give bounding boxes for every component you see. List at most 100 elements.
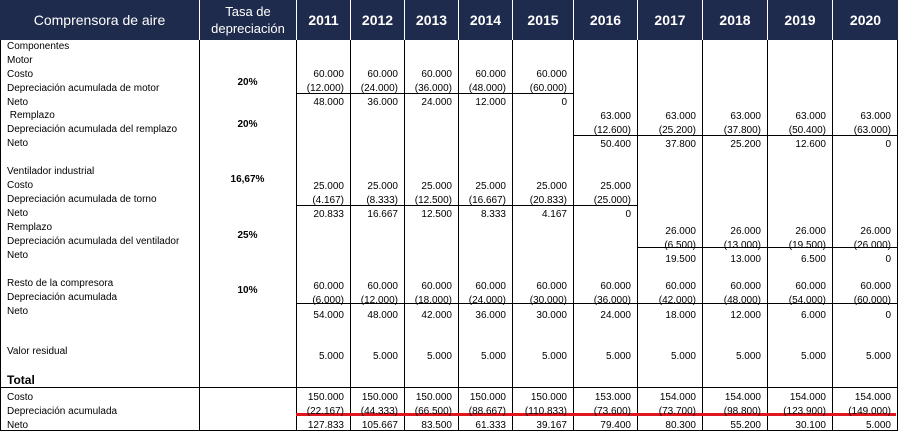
- table-cell: 55.200: [730, 420, 761, 431]
- table-cell: 30.100: [795, 420, 826, 431]
- table-cell: 60.000: [536, 69, 567, 80]
- table-cell: 63.000: [600, 111, 631, 122]
- table-cell: 60.000: [313, 69, 344, 80]
- row-label: Neto: [7, 138, 29, 149]
- table-cell: 83.500: [421, 420, 452, 431]
- table-cell: 80.300: [665, 420, 696, 431]
- header-year: 2011: [297, 0, 351, 40]
- header-year: 2019: [768, 0, 833, 40]
- header-year: 2020: [849, 11, 882, 28]
- row-label: Depreciación acumulada de motor: [7, 83, 160, 94]
- table-cell: 60.000: [421, 281, 452, 292]
- table-cell: 36.000: [475, 310, 506, 321]
- header-year: 2016: [574, 0, 638, 40]
- row-label: Remplazo: [7, 222, 53, 233]
- table-cell: 5.000: [372, 351, 398, 362]
- table-cell: 5.000: [480, 351, 506, 362]
- header-year: 2017: [638, 0, 703, 40]
- row-label: Valor residual: [7, 346, 68, 357]
- table-cell: 154.000: [724, 392, 761, 403]
- table-cell: 63.000: [730, 111, 761, 122]
- table-cell: 26.000: [860, 226, 891, 237]
- table-cell: 5.000: [670, 351, 696, 362]
- table-cell: (73.600): [593, 406, 631, 417]
- table-cell: 60.000: [475, 281, 506, 292]
- table-cell: (16.667): [468, 195, 506, 206]
- table-cell: 26.000: [795, 226, 826, 237]
- table-cell: (24.000): [360, 83, 398, 94]
- table-cell: (25.000): [593, 195, 631, 206]
- table-cell: 60.000: [475, 69, 506, 80]
- table-cell: 25.000: [536, 181, 567, 192]
- table-cell: (24.000): [468, 295, 506, 306]
- table-cell: 48.000: [367, 310, 398, 321]
- table-cell: 0: [561, 97, 567, 108]
- table-cell: 6.500: [800, 254, 826, 265]
- table-cell: (36.000): [593, 295, 631, 306]
- table-cell: (88.667): [468, 406, 506, 417]
- table-cell: (42.000): [658, 295, 696, 306]
- table-cell: 12.000: [730, 310, 761, 321]
- table-cell: 37.800: [665, 139, 696, 150]
- depreciation-rate: 25%: [237, 230, 258, 241]
- total-underline: [296, 413, 896, 416]
- table-cell: (149.000): [848, 406, 891, 417]
- table-cell: 150.000: [530, 392, 567, 403]
- table-header: Comprensora de aire Tasa de depreciación…: [0, 0, 898, 40]
- table-cell: 4.167: [541, 209, 567, 220]
- table-cell: 5.000: [735, 351, 761, 362]
- table-cell: (12.000): [306, 83, 344, 94]
- table-cell: 24.000: [600, 310, 631, 321]
- table-cell: 63.000: [860, 111, 891, 122]
- table-cell: 127.833: [307, 420, 344, 431]
- table-cell: 36.000: [367, 97, 398, 108]
- row-label: Ventilador industrial: [7, 166, 95, 177]
- table-cell: (13.000): [723, 240, 761, 251]
- table-cell: (26.000): [853, 240, 891, 251]
- table-cell: (12.000): [360, 295, 398, 306]
- table-cell: 60.000: [367, 69, 398, 80]
- table-cell: 25.000: [475, 181, 506, 192]
- row-label: Depreciación acumulada: [7, 292, 118, 303]
- table-cell: (110.833): [524, 406, 567, 417]
- header-rate-line1: Tasa de: [225, 4, 271, 19]
- table-cell: 60.000: [313, 281, 344, 292]
- depreciation-rate: 16,67%: [230, 174, 265, 185]
- table-cell: (8.333): [366, 195, 398, 206]
- table-cell: 39.167: [536, 420, 567, 431]
- table-cell: (60.000): [529, 83, 567, 94]
- table-cell: 105.667: [361, 420, 398, 431]
- table-cell: 0: [885, 139, 891, 150]
- table-cell: 150.000: [361, 392, 398, 403]
- table-cell: 5.000: [865, 351, 891, 362]
- row-label: Neto: [7, 97, 29, 108]
- table-cell: (37.800): [723, 125, 761, 136]
- table-cell: 26.000: [730, 226, 761, 237]
- table-cell: (6.000): [312, 295, 344, 306]
- table-cell: (44.333): [360, 406, 398, 417]
- table-cell: 5.000: [318, 351, 344, 362]
- table-cell: 25.000: [421, 181, 452, 192]
- table-cell: (12.600): [593, 125, 631, 136]
- table-cell: 61.333: [475, 420, 506, 431]
- table-cell: 12.000: [475, 97, 506, 108]
- table-cell: 5.000: [541, 351, 567, 362]
- table-cell: 60.000: [665, 281, 696, 292]
- table-cell: 19.500: [665, 254, 696, 265]
- table-cell: 25.000: [313, 181, 344, 192]
- table-cell: 0: [625, 209, 631, 220]
- table-cell: (73.700): [658, 406, 696, 417]
- table-cell: 5.000: [800, 351, 826, 362]
- table-cell: 18.000: [665, 310, 696, 321]
- header-year: 2018: [703, 0, 768, 40]
- row-label: Neto: [7, 420, 29, 431]
- table-cell: 5.000: [865, 420, 891, 431]
- row-label: Remplazo: [7, 110, 55, 121]
- row-label: Depreciación acumulada del remplazo: [7, 124, 178, 135]
- table-cell: 63.000: [665, 111, 696, 122]
- table-cell: (66.500): [414, 406, 452, 417]
- row-label: Neto: [7, 306, 29, 317]
- table-cell: 25.000: [600, 181, 631, 192]
- row-label: Resto de la compresora: [7, 278, 114, 289]
- table-cell: (50.400): [788, 125, 826, 136]
